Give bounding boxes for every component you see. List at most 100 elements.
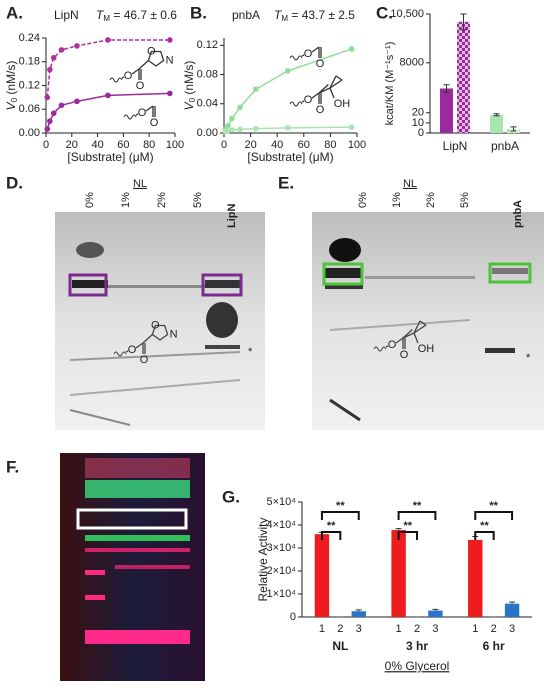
- lane-label: 2%: [425, 192, 437, 208]
- x-tick-label: 100: [348, 139, 366, 151]
- significance-bracket: [320, 511, 360, 520]
- significance-bracket: [320, 531, 342, 540]
- significance-label: **: [327, 520, 336, 532]
- significance-bracket: [397, 531, 418, 540]
- panel-label: F.: [6, 457, 19, 476]
- data-point: [44, 126, 51, 132]
- ring: [147, 50, 165, 67]
- atom-label: O: [128, 344, 137, 356]
- error-bar: [395, 528, 402, 531]
- data-point: [285, 68, 291, 74]
- error-bar: [432, 608, 439, 611]
- x-tick-label: 40: [91, 139, 103, 151]
- wavy-bond: [109, 77, 123, 83]
- data-point: [58, 102, 65, 109]
- x-axis-label: 0% Glycerol: [385, 659, 450, 673]
- error-bar: [460, 13, 467, 31]
- bond: [135, 342, 144, 349]
- y-tick-label: 0.12: [197, 39, 218, 51]
- bond: [395, 337, 404, 344]
- group-label: 6 hr: [483, 639, 505, 653]
- bond: [413, 324, 427, 334]
- group-label: NL: [403, 178, 417, 190]
- data-point: [348, 46, 355, 52]
- y-axis-label: Relative Activity: [256, 517, 270, 601]
- ring: [151, 324, 169, 341]
- atom-label: O: [304, 48, 313, 60]
- panel-label: D.: [6, 173, 23, 192]
- y-tick-label: 0.24: [19, 32, 40, 44]
- atom-label: N: [170, 328, 178, 340]
- panel-label: A.: [6, 3, 23, 22]
- y-tick-label: 8000: [400, 57, 424, 69]
- band-marker: *: [248, 346, 253, 358]
- bond: [419, 320, 427, 326]
- bond: [329, 87, 335, 99]
- lane-label: 0%: [357, 192, 369, 208]
- gel-image: [60, 453, 205, 681]
- y-tick-label: 1×10⁴: [266, 588, 296, 600]
- bond: [125, 350, 129, 353]
- error-bar: [443, 84, 450, 93]
- bond: [311, 46, 320, 53]
- bar: [314, 534, 330, 617]
- x-tick-label: LipN: [443, 139, 468, 153]
- panel-label: C.: [376, 3, 393, 22]
- data-point: [237, 104, 243, 111]
- y-tick-label: 0: [290, 611, 296, 623]
- x-tick-label: 100: [166, 139, 184, 151]
- y-tick-label: 4×10⁴: [266, 519, 296, 531]
- bond: [131, 68, 140, 75]
- data-point: [237, 126, 243, 133]
- error-bar: [509, 601, 516, 604]
- bar-label: 2: [491, 623, 497, 635]
- bond: [121, 76, 125, 79]
- bar-label: 2: [337, 623, 343, 635]
- data-point: [348, 124, 355, 130]
- y-tick-label: 20: [412, 107, 424, 119]
- panel-label: G.: [222, 487, 240, 506]
- y-axis-label: V0 (nM/s): [182, 61, 197, 111]
- atom-label: O: [124, 70, 133, 82]
- lane-label: 1%: [391, 192, 403, 208]
- atom-label: O: [316, 58, 325, 70]
- wavy-bond: [373, 346, 387, 352]
- bar: [428, 610, 443, 617]
- significance-bracket: [397, 511, 437, 520]
- bond: [329, 75, 337, 89]
- error-bar: [510, 126, 517, 132]
- data-point: [74, 43, 80, 49]
- x-tick-label: 0: [221, 139, 227, 151]
- x-tick-label: 80: [324, 139, 336, 151]
- y-tick-label: 0.00: [197, 127, 218, 139]
- x-tick-label: 20: [66, 139, 78, 151]
- wavy-bond: [113, 351, 127, 357]
- bond: [385, 345, 389, 348]
- data-point: [47, 118, 53, 124]
- bond: [145, 105, 154, 112]
- y-tick-label: 0.18: [19, 56, 40, 68]
- atom-label: O: [150, 117, 159, 129]
- y-axis-label: V0 (nM/s): [4, 61, 19, 111]
- enzyme-label: pnbA: [512, 200, 524, 228]
- bar-label: 3: [509, 623, 515, 635]
- bond: [138, 59, 149, 70]
- data-point: [47, 66, 53, 73]
- gel-image: [312, 212, 544, 430]
- atom-label: O: [151, 319, 160, 331]
- significance-label: **: [480, 520, 489, 532]
- atom-label: N: [166, 54, 174, 66]
- x-tick-label: 80: [143, 139, 155, 151]
- enzyme-label: LipN: [226, 204, 238, 228]
- atom-label: O: [304, 94, 313, 106]
- atom-label: OH: [418, 343, 435, 355]
- group-label: 3 hr: [406, 639, 428, 653]
- data-point: [50, 54, 57, 61]
- melting-temperature: TM = 43.7 ± 2.5: [274, 8, 355, 23]
- data-point: [253, 125, 259, 132]
- data-point: [285, 125, 291, 131]
- atom-label: OH: [334, 98, 351, 110]
- data-point: [253, 86, 259, 92]
- atom-label: O: [316, 104, 325, 116]
- data-point: [167, 90, 173, 97]
